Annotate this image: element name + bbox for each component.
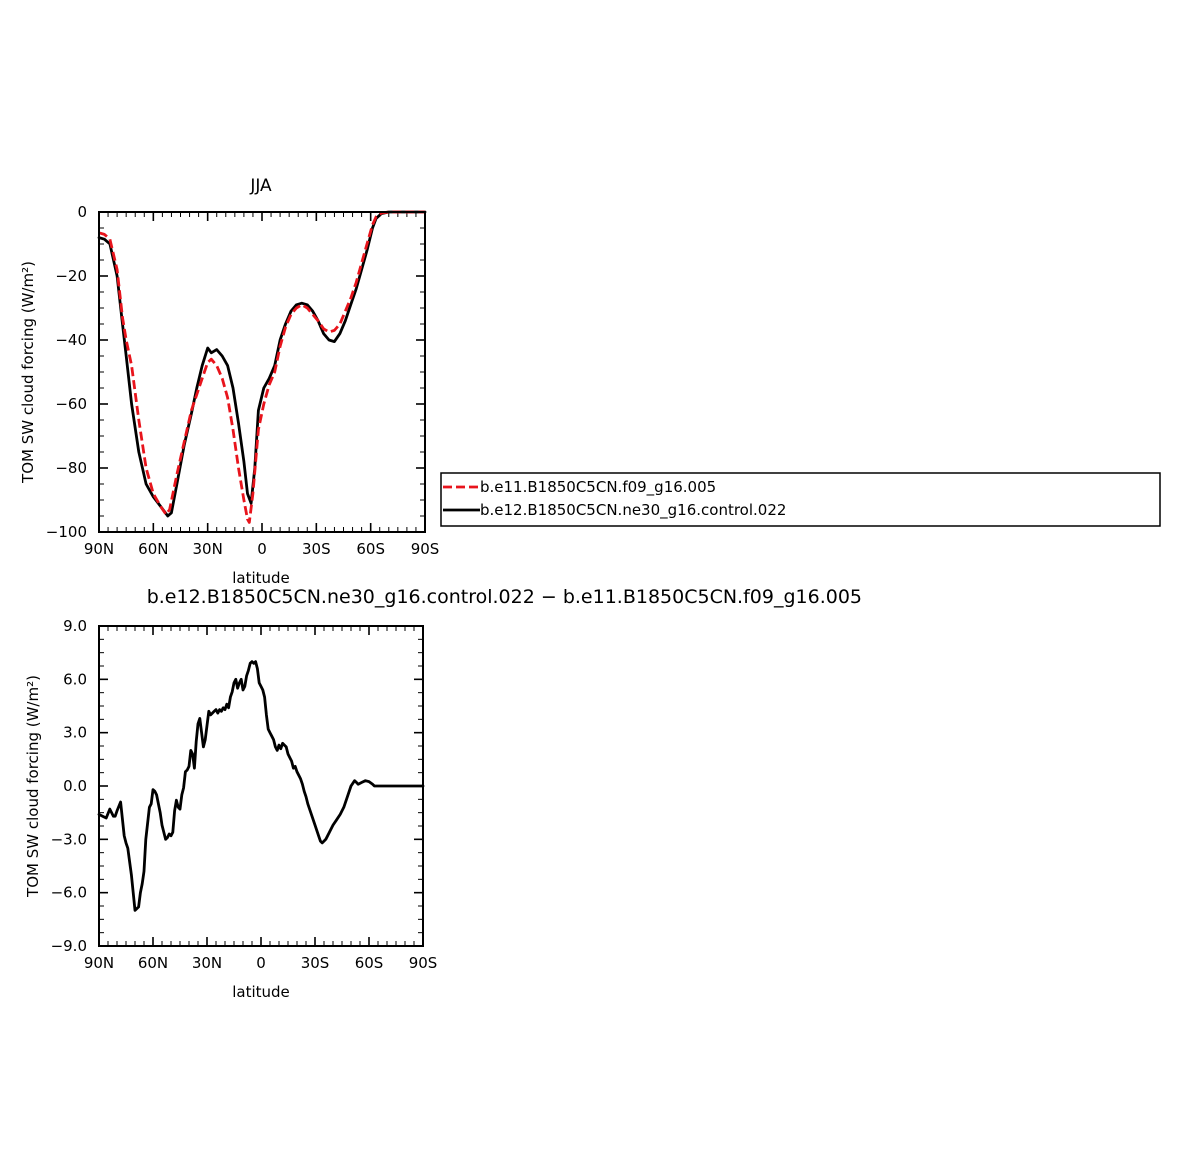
x-tick-label: 60S	[356, 540, 385, 558]
y-tick-label: 9.0	[63, 617, 87, 635]
x-tick-label: 60S	[355, 954, 384, 972]
bottom-x-axis-label: latitude	[232, 983, 290, 1001]
top-y-axis-label: TOM SW cloud forcing (W/m²)	[19, 261, 37, 484]
bottom-x-tick-labels: 90N 60N 30N 0 30S 60S 90S	[84, 954, 437, 972]
x-tick-label: 60N	[138, 540, 168, 558]
legend: b.e11.B1850C5CN.f09_g16.005 b.e12.B1850C…	[440, 472, 1161, 527]
series-line-difference	[97, 660, 425, 912]
bottom-y-axis-label: TOM SW cloud forcing (W/m²)	[24, 675, 42, 898]
top-x-tick-labels: 90N 60N 30N 0 30S 60S 90S	[84, 540, 439, 558]
x-tick-label: 30S	[301, 954, 330, 972]
x-tick-label: 90N	[84, 540, 114, 558]
y-tick-label: −60	[55, 395, 87, 413]
y-tick-label: 3.0	[63, 724, 87, 742]
y-tick-label: 6.0	[63, 670, 87, 688]
y-tick-label: −20	[55, 267, 87, 285]
y-tick-label: −6.0	[51, 884, 87, 902]
x-tick-label: 30N	[193, 540, 223, 558]
x-tick-label: 0	[256, 954, 266, 972]
y-tick-label: 0.0	[63, 777, 87, 795]
panel-top: JJA TOM SW cloud forcing (W/m²) latitude…	[19, 176, 439, 587]
x-tick-label: 90S	[409, 954, 438, 972]
series-line-f09-g16-005	[98, 210, 425, 524]
top-y-tick-labels: 0 −20 −40 −60 −80 −100	[46, 203, 87, 541]
bottom-chart-title: b.e12.B1850C5CN.ne30_g16.control.022 − b…	[147, 586, 862, 608]
x-tick-label: 90N	[84, 954, 114, 972]
panel-bottom: b.e12.B1850C5CN.ne30_g16.control.022 − b…	[24, 586, 862, 1001]
y-tick-label: −9.0	[51, 937, 87, 955]
y-tick-label: 0	[77, 203, 87, 221]
x-tick-label: 90S	[411, 540, 440, 558]
x-tick-label: 30N	[192, 954, 222, 972]
top-plot-frame	[98, 211, 426, 533]
legend-label-f09-g16-005: b.e11.B1850C5CN.f09_g16.005	[480, 478, 716, 497]
x-tick-label: 0	[257, 540, 267, 558]
top-chart-title: JJA	[249, 176, 272, 196]
y-tick-label: −100	[46, 523, 87, 541]
bottom-y-tick-labels: 9.0 6.0 3.0 0.0 −3.0 −6.0 −9.0	[51, 617, 87, 955]
x-tick-label: 30S	[302, 540, 331, 558]
y-tick-label: −3.0	[51, 830, 87, 848]
legend-label-ne30-control-022: b.e12.B1850C5CN.ne30_g16.control.022	[480, 501, 786, 520]
y-tick-label: −80	[55, 459, 87, 477]
x-tick-label: 60N	[138, 954, 168, 972]
y-tick-label: −40	[55, 331, 87, 349]
legend-box	[440, 472, 1161, 527]
bottom-plot-frame	[98, 625, 424, 947]
top-x-axis-label: latitude	[232, 569, 290, 587]
top-axis-ticks	[98, 211, 426, 533]
